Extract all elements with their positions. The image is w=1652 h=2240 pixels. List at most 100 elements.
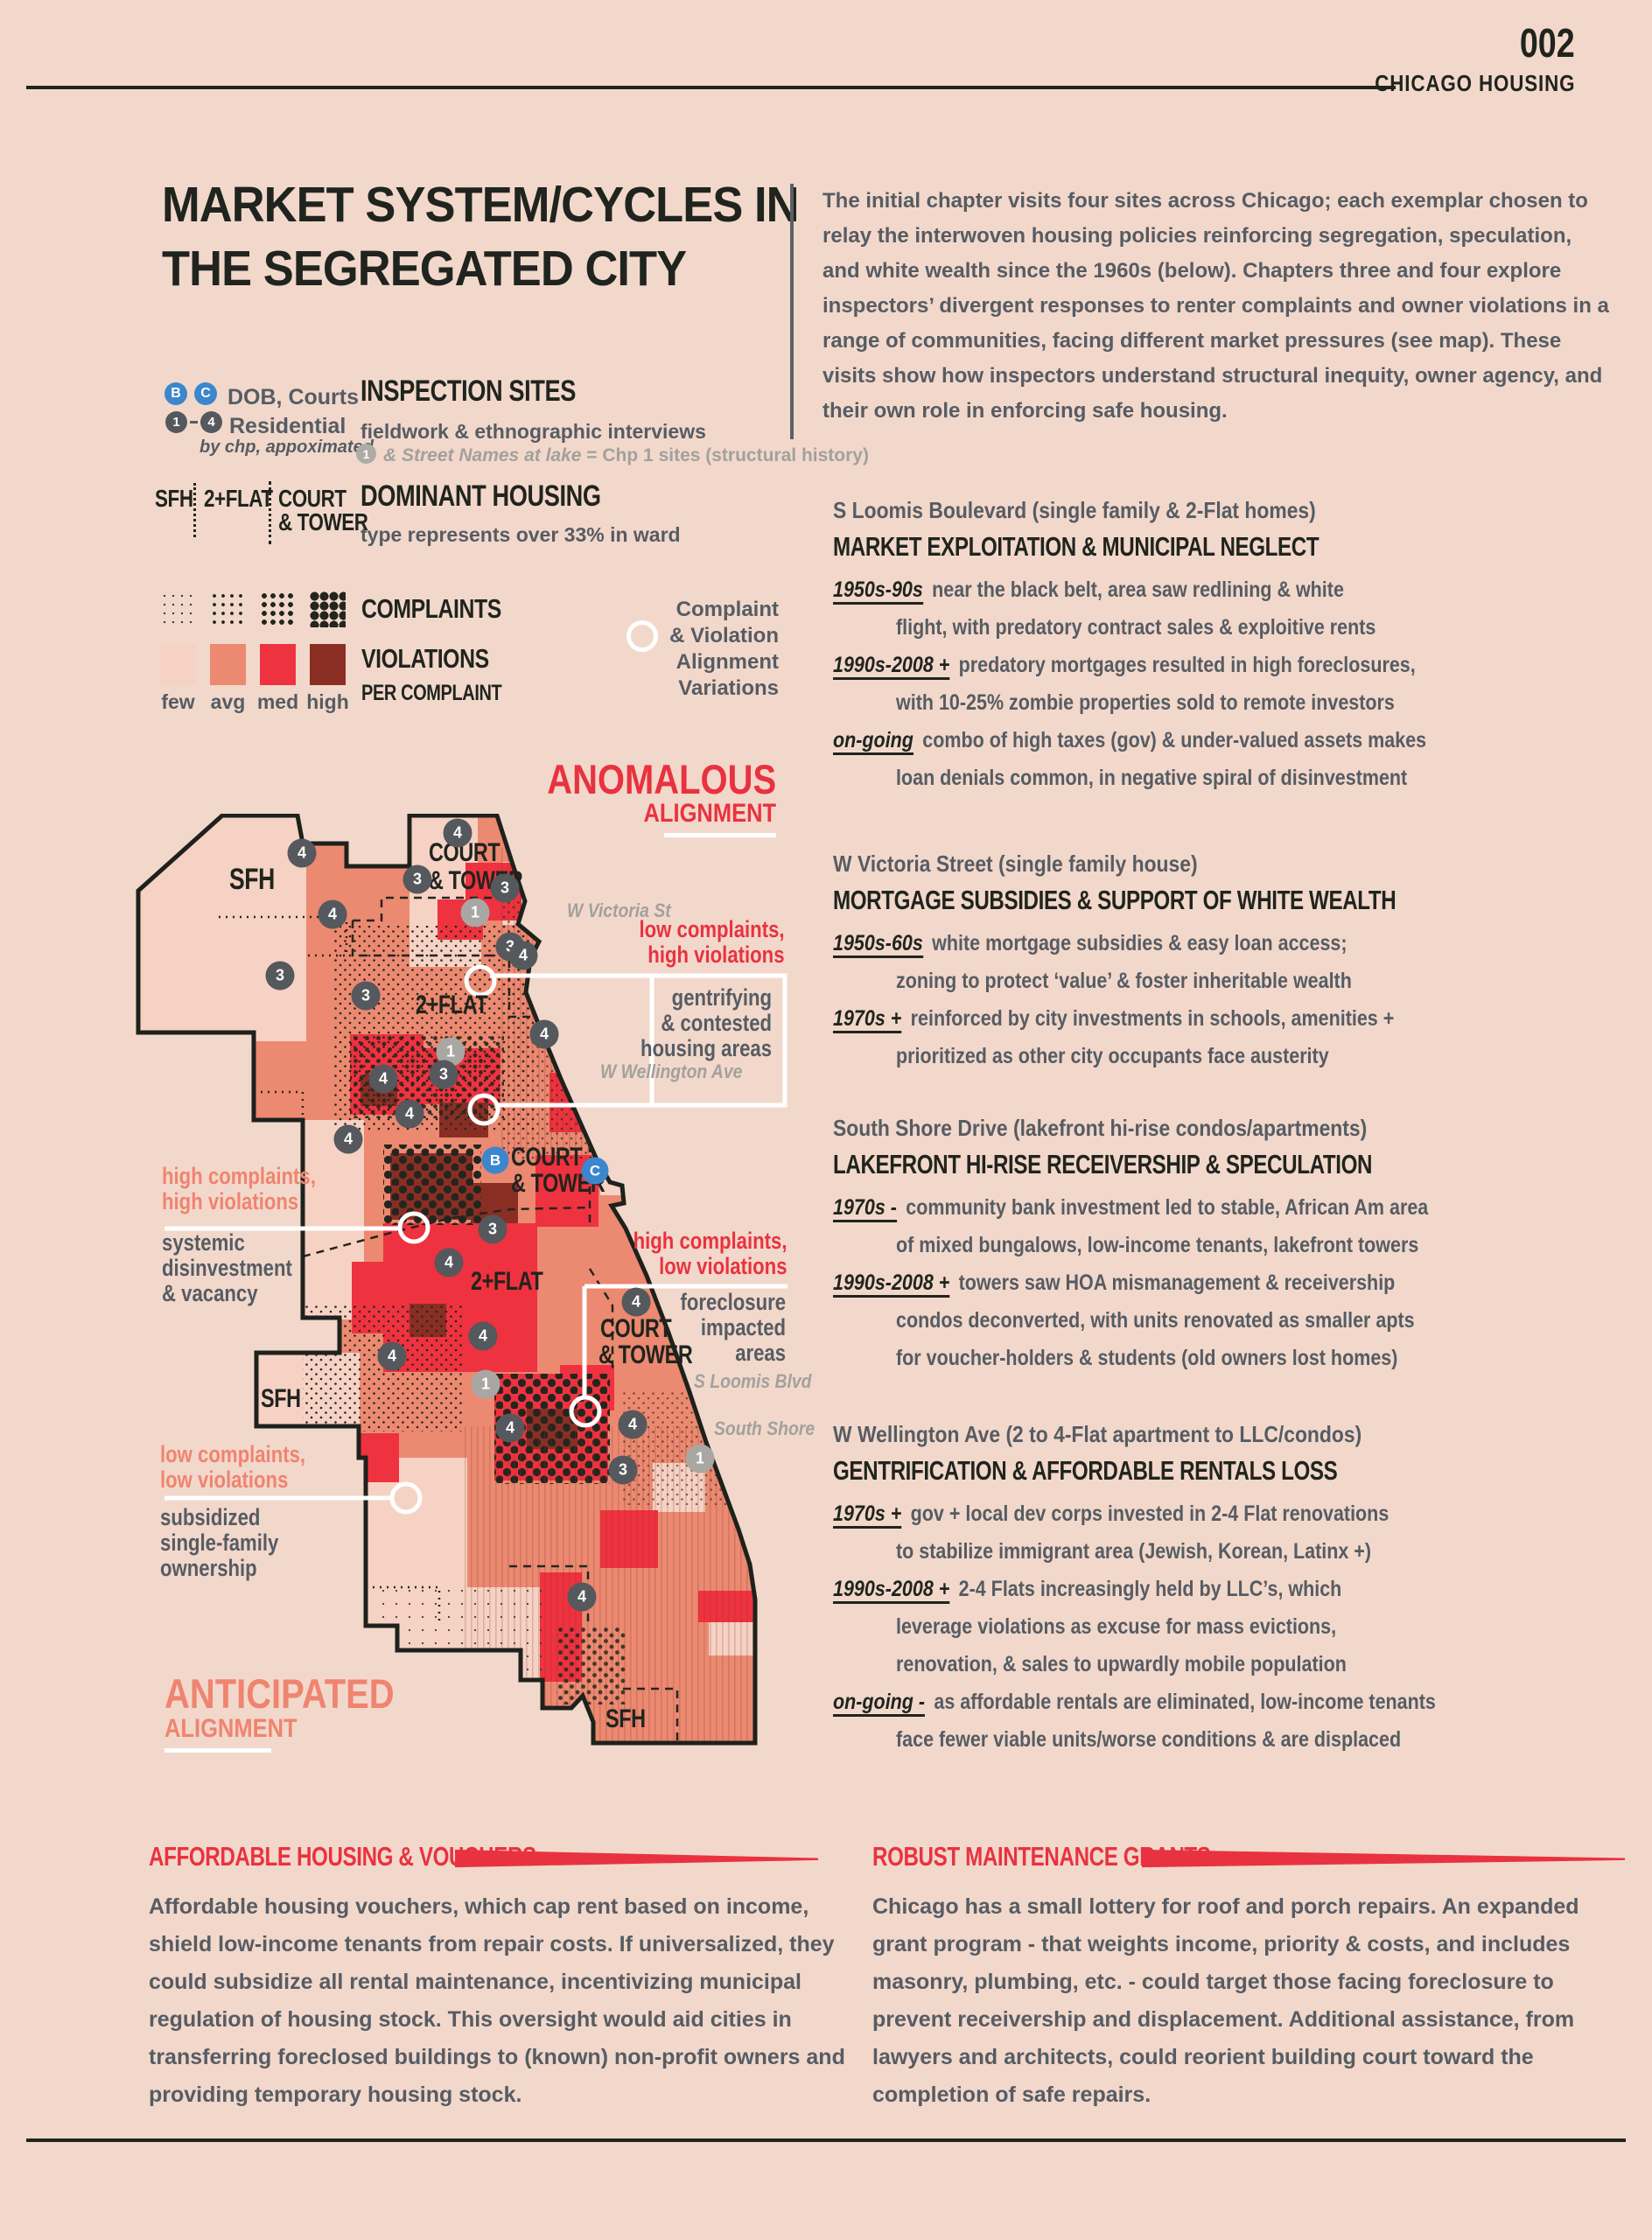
map-callout-line: & contested [661,1010,772,1036]
ward-number-badge: 4 [377,1341,407,1371]
section-street: S Loomis Boulevard (single family & 2-Fl… [833,497,1316,523]
map-callout-line: high violations [648,942,785,968]
map-callout-line: high complaints, [634,1228,788,1254]
map-callout-line: foreclosure [680,1289,786,1315]
legend-housing-type: 2+FLAT [204,485,273,512]
violation-color-swatch [210,644,246,685]
legend-badge-4: 4 [200,411,222,433]
site-section: W Victoria Street (single family house) M… [833,850,1555,1075]
map-callout-text: high complaints, high violations [162,1164,316,1214]
section-entry-continuation: with 10-25% zombie properties sold to re… [896,690,1395,715]
map-callout-line: low violations [160,1466,289,1493]
legend-sites-sub: fieldwork & ethnographic interviews [360,420,706,443]
anomalous-line1: ANOMALOUS [547,756,776,802]
section-entry-continuation: leverage violations as excuse for mass e… [896,1614,1337,1639]
ward-number-badge: 4 [567,1582,597,1612]
map-area-label: COURT [511,1143,583,1172]
section-entry: 1970s + gov + local dev corps invested in… [833,1495,1436,1533]
entry-text: as affordable rentals are eliminated, lo… [934,1690,1436,1714]
site-section: W Wellington Ave (2 to 4-Flat apartment … [833,1421,1534,1759]
section-entry-continuation: of mixed bungalows, low-income tenants, … [896,1233,1419,1257]
map-callout-text: gentrifying & contested housing areas [640,985,772,1061]
section-entry-continuation: zoning to protect ‘value’ & foster inher… [896,969,1352,993]
section-entry-continuation: flight, with predatory contract sales & … [896,615,1376,640]
map-callout-line: areas [735,1340,786,1366]
entry-text: gov + local dev corps invested in 2-4 Fl… [910,1502,1390,1526]
alignment-note-line: Alignment [676,650,779,674]
ward-number-badge: 3 [429,1060,458,1089]
map-callout-line: low complaints, [639,916,785,942]
legend-housing-type: SFH [155,485,193,512]
map-area-label: SFH [261,1384,301,1413]
swatch-label: med [256,690,299,713]
ward-number-badge: 4 [508,941,538,970]
entry-period-label: 1950s-90s [833,578,923,605]
inspection-site-badge: C [581,1157,609,1185]
footer-left-rule [455,1849,818,1868]
map-callout-line: single-family [160,1530,279,1556]
legend-complaints-heading: COMPLAINTS [361,593,501,624]
complaint-density-swatch [160,592,196,627]
legend-range-dash [190,421,198,424]
map-area-label: COURT [600,1314,672,1343]
ward-number-badge: 3 [351,981,381,1011]
anticipated-line2: ALIGNMENT [164,1714,298,1743]
entry-period-label: on-going - [833,1690,926,1717]
footer-right-body: Chicago has a small lottery for roof and… [872,1894,1579,2107]
map-callout-line: impacted [700,1314,786,1340]
legend-note-rest: = Chp 1 sites (structural history) [586,445,869,466]
page-number: 002 [1520,20,1575,66]
entry-period-label: 1970s - [833,1195,897,1222]
legend-sites-note: & Street Names at lake = Chp 1 sites (st… [383,445,869,466]
section-entry: 1990s-2008 + predatory mortgages resulted… [833,647,1426,684]
anomalous-alignment-label: ANOMALOUS ALIGNMENT [507,756,776,837]
anticipated-line1: ANTICIPATED [164,1670,395,1717]
section-heading: MORTGAGE SUBSIDIES & SUPPORT OF WHITE WE… [833,885,1396,915]
section-entry-continuation: for voucher-holders & students (old owne… [896,1346,1398,1370]
ward-number-badge: 4 [287,838,317,868]
section-entry: on-going combo of high taxes (gov) & unde… [833,722,1426,760]
inspection-site-badge: B [481,1146,509,1174]
section-street: W Wellington Ave (2 to 4-Flat apartment … [833,1421,1362,1447]
map-street-label: South Shore [714,1418,816,1439]
section-entry-continuation: renovation, & sales to upwardly mobile p… [896,1652,1347,1676]
section-street: South Shore Drive (lakefront hi-rise con… [833,1115,1368,1141]
section-entry: on-going - as affordable rentals are elim… [833,1684,1436,1721]
entry-text: community bank investment led to stable,… [906,1195,1429,1220]
legend-note-badge: 1 [356,444,376,464]
section-heading: LAKEFRONT HI-RISE RECEIVERSHIP & SPECULA… [833,1149,1373,1180]
chicago-ward-map [136,814,788,1746]
section-entry: 1970s - community bank investment led to … [833,1189,1428,1227]
legend-housing-type: COURT & TOWER [278,485,368,536]
legend-note-italic: & Street Names at lake [383,445,582,466]
footer-right-rule [1142,1849,1625,1868]
page-title: MARKET SYSTEM/CYCLES IN THE SEGREGATED C… [162,173,800,301]
entry-period-label: 1990s-2008 + [833,1270,950,1298]
entry-text: reinforced by city investments in school… [910,1006,1395,1031]
map-street-label: W Victoria St [567,900,671,921]
legend-swatch-column: med [256,592,299,714]
legend-dob-label: DOB, Courts [228,385,359,410]
ward-number-badge: 4 [368,1064,398,1094]
map-callout-text: low complaints, low violations [160,1442,305,1493]
ward-number-badge: 3 [265,961,295,990]
entry-period-label: 1990s-2008 + [833,653,950,680]
map-callout-line: low violations [659,1253,788,1279]
ward-number-badge: 1 [460,898,490,928]
section-heading: GENTRIFICATION & AFFORDABLE RENTALS LOSS [833,1455,1338,1486]
swatch-label: high [306,690,349,713]
legend-badge-c: C [194,382,217,405]
entry-period-label: 1970s + [833,1006,902,1033]
violation-color-swatch [160,644,196,685]
legend-housing-heading: DOMINANT HOUSING [360,480,601,513]
section-entry-continuation: face fewer viable units/worse conditions… [896,1727,1402,1752]
section-entry-continuation: loan denials common, in negative spiral … [896,766,1408,790]
legend-badge-b: B [164,382,187,405]
map-area-label: 2+FLAT [416,990,488,1019]
map-area-label: SFH [229,863,275,896]
legend-sites-heading: INSPECTION SITES [360,374,576,408]
map-street-label: S Loomis Blvd [694,1370,812,1392]
section-entry: 1990s-2008 + towers saw HOA mismanagement… [833,1264,1428,1302]
map-area-label: & TOWER [598,1340,693,1369]
